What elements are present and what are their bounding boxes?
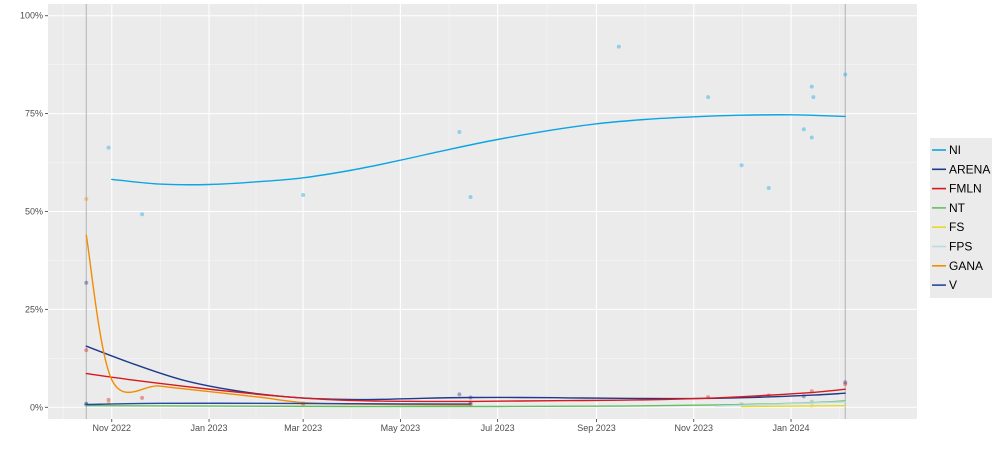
data-point <box>706 95 711 100</box>
trend-lines <box>85 114 846 408</box>
legend-label-fs: FS <box>949 220 964 234</box>
series-line-fmln <box>85 372 846 403</box>
data-point <box>84 196 89 201</box>
legend-label-ni: NI <box>949 143 961 157</box>
data-point <box>739 163 744 168</box>
data-point <box>843 380 848 385</box>
data-point <box>811 95 816 100</box>
data-point <box>468 195 473 200</box>
data-point <box>809 135 814 140</box>
x-tick-label: Sep 2023 <box>577 423 616 433</box>
legend-label-arena: ARENA <box>949 162 990 176</box>
data-point <box>616 44 621 49</box>
data-point <box>84 348 89 353</box>
legend-label-nt: NT <box>949 201 966 215</box>
x-tick-label: May 2023 <box>381 423 421 433</box>
data-point <box>457 392 462 397</box>
y-tick-label: 25% <box>25 304 43 314</box>
data-point <box>457 130 462 135</box>
y-tick-label: 75% <box>25 109 43 119</box>
y-tick-label: 50% <box>25 207 43 217</box>
data-point <box>140 212 145 217</box>
x-tick-label: Jul 2023 <box>481 423 515 433</box>
data-point <box>301 193 306 198</box>
y-tick-label: 0% <box>30 402 43 412</box>
legend: NI ARENA FMLN NT FS FPS GANA V <box>930 138 992 298</box>
grid-lines <box>48 4 917 419</box>
data-point <box>843 382 848 387</box>
legend-label-gana: GANA <box>949 259 983 273</box>
data-point <box>140 395 145 400</box>
data-point <box>84 280 89 285</box>
y-axis: 0% 25% 50% 75% 100% <box>20 11 48 412</box>
data-point <box>106 145 111 150</box>
x-axis: Nov 2022 Jan 2023 Mar 2023 May 2023 Jul 2023… <box>93 419 810 433</box>
data-point <box>809 84 814 89</box>
legend-label-fps: FPS <box>949 240 972 254</box>
x-tick-label: Jan 2024 <box>773 423 810 433</box>
y-tick-label: 100% <box>20 11 43 21</box>
data-point <box>106 397 111 402</box>
x-tick-label: Mar 2023 <box>284 423 322 433</box>
series-line-fs <box>740 405 846 408</box>
series-line-arena <box>85 345 846 401</box>
x-tick-label: Nov 2022 <box>93 423 132 433</box>
x-tick-label: Jan 2023 <box>191 423 228 433</box>
x-tick-label: Nov 2023 <box>675 423 714 433</box>
legend-background <box>930 138 992 298</box>
series-line-fps <box>715 401 846 407</box>
legend-label-fmln: FMLN <box>949 182 982 196</box>
legend-label-v: V <box>949 278 957 292</box>
series-line-ni <box>111 114 846 186</box>
series-line-v <box>85 402 472 406</box>
data-point <box>766 186 771 191</box>
data-point <box>801 127 806 132</box>
reference-lines <box>85 4 846 419</box>
data-point <box>843 72 848 77</box>
